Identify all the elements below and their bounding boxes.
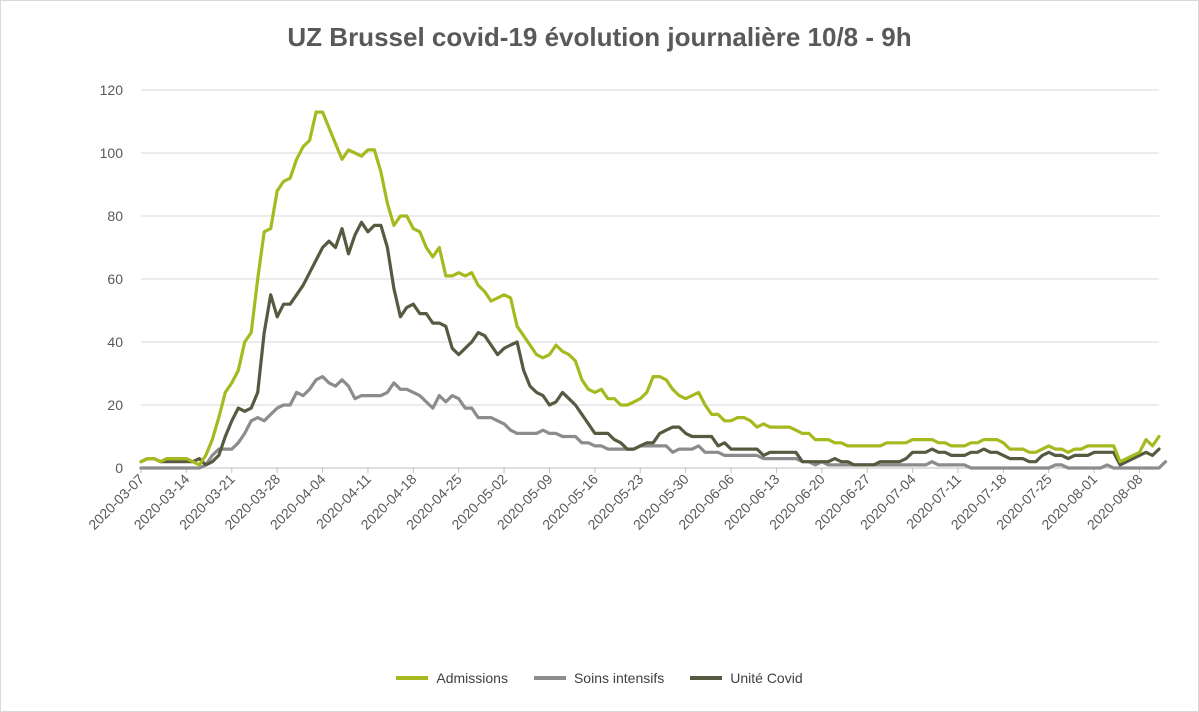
y-tick-label: 60 [107, 271, 123, 287]
y-tick-label: 100 [100, 145, 124, 161]
x-axis: 2020-03-072020-03-142020-03-212020-03-28… [85, 468, 1146, 533]
legend-item-unite-covid: Unité Covid [690, 670, 803, 686]
series-line-soins-intensifs [139, 375, 1168, 470]
legend-item-admissions: Admissions [396, 670, 508, 686]
legend-swatch-soins-intensifs [533, 676, 566, 680]
series-lines [139, 110, 1168, 470]
legend-item-soins-intensifs: Soins intensifs [533, 670, 665, 686]
legend-label-soins-intensifs: Soins intensifs [573, 670, 665, 686]
y-tick-label: 40 [107, 334, 123, 350]
legend-swatch-admissions [396, 676, 429, 680]
gridlines [141, 89, 1159, 469]
y-tick-label: 80 [107, 208, 123, 224]
y-tick-label: 120 [100, 82, 124, 98]
y-tick-label: 0 [115, 460, 123, 476]
legend-label-admissions: Admissions [436, 670, 508, 686]
legend-label-unite-covid: Unité Covid [730, 670, 803, 686]
legend-swatch-unite-covid [690, 676, 723, 680]
y-axis: 0 20 40 60 80 100 120 [100, 82, 124, 476]
series-line-admissions [139, 110, 1161, 467]
series-line-unit-covid [139, 220, 1161, 467]
chart-title: UZ Brussel covid-19 évolution journalièr… [287, 22, 912, 52]
legend: Admissions Soins intensifs Unité Covid [0, 670, 1199, 686]
y-tick-label: 20 [107, 397, 123, 413]
